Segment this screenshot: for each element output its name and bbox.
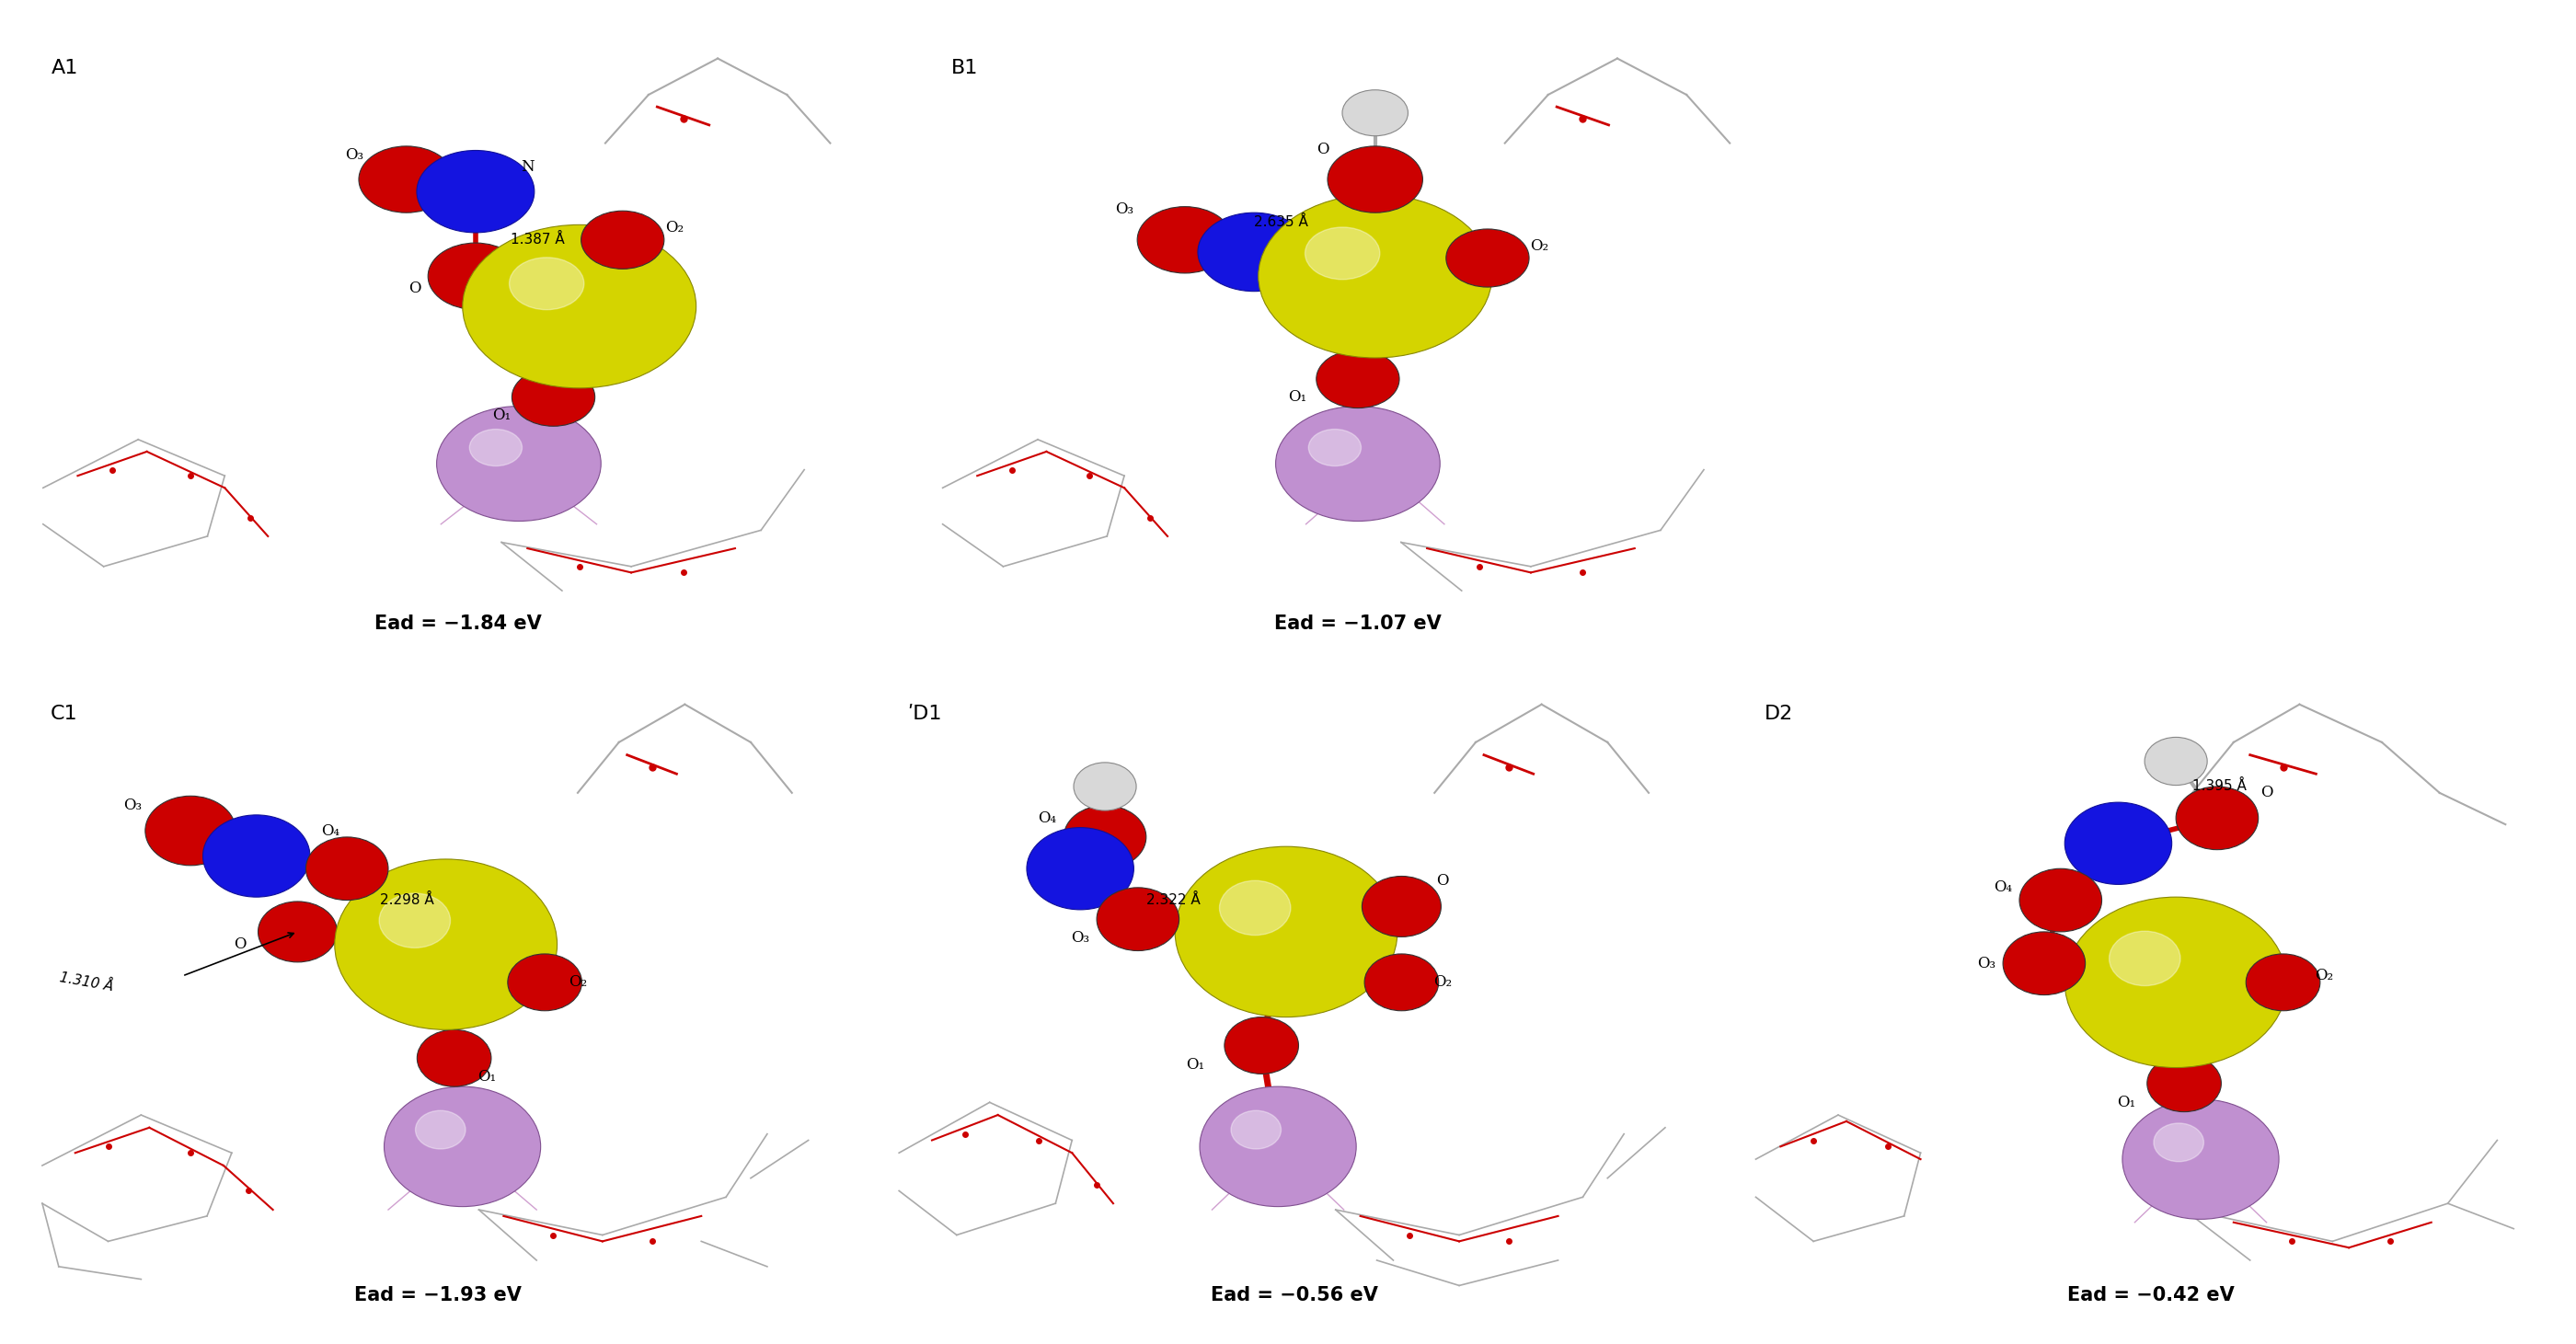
Circle shape bbox=[2123, 1099, 2280, 1219]
Circle shape bbox=[1074, 762, 1136, 810]
Circle shape bbox=[204, 814, 309, 896]
Circle shape bbox=[1327, 146, 1422, 212]
Circle shape bbox=[417, 151, 533, 233]
Circle shape bbox=[358, 146, 453, 212]
Circle shape bbox=[2110, 931, 2179, 985]
Text: O₃: O₃ bbox=[1115, 202, 1133, 218]
Text: N: N bbox=[520, 160, 533, 175]
Circle shape bbox=[1445, 228, 1530, 288]
Text: Ead = −1.93 eV: Ead = −1.93 eV bbox=[353, 1286, 520, 1305]
Text: Ead = −1.84 eV: Ead = −1.84 eV bbox=[374, 614, 541, 633]
Circle shape bbox=[1028, 828, 1133, 910]
Circle shape bbox=[2146, 1055, 2221, 1111]
Text: O₁: O₁ bbox=[2117, 1094, 2136, 1110]
Circle shape bbox=[428, 243, 523, 309]
Circle shape bbox=[417, 1030, 492, 1086]
Circle shape bbox=[1363, 876, 1440, 937]
Text: A1: A1 bbox=[52, 58, 80, 77]
Text: C1: C1 bbox=[52, 704, 77, 723]
Circle shape bbox=[469, 429, 523, 466]
Text: Ead = −0.42 eV: Ead = −0.42 eV bbox=[2069, 1286, 2236, 1305]
Text: 1.387 Å: 1.387 Å bbox=[510, 233, 564, 247]
Circle shape bbox=[2154, 1124, 2205, 1161]
Text: O₃: O₃ bbox=[124, 797, 142, 813]
Text: O₁: O₁ bbox=[477, 1070, 497, 1085]
Circle shape bbox=[510, 258, 585, 309]
Text: O₁: O₁ bbox=[1288, 390, 1306, 405]
Text: 1.310 Å: 1.310 Å bbox=[59, 970, 116, 993]
Circle shape bbox=[307, 837, 389, 900]
Text: O₃: O₃ bbox=[1978, 956, 1996, 972]
Circle shape bbox=[2246, 954, 2321, 1011]
Circle shape bbox=[1064, 805, 1146, 868]
Circle shape bbox=[1275, 406, 1440, 521]
Circle shape bbox=[1198, 212, 1311, 292]
Text: O₂: O₂ bbox=[1432, 974, 1453, 991]
Circle shape bbox=[1257, 195, 1492, 358]
Circle shape bbox=[1231, 1110, 1280, 1149]
Circle shape bbox=[1224, 1017, 1298, 1074]
Text: O₄: O₄ bbox=[322, 823, 340, 839]
Circle shape bbox=[2146, 738, 2208, 785]
Text: O: O bbox=[1316, 141, 1329, 157]
Circle shape bbox=[1365, 954, 1437, 1011]
Text: ʹD1: ʹD1 bbox=[907, 704, 943, 723]
Text: O₁: O₁ bbox=[1188, 1056, 1206, 1073]
Text: O₄: O₄ bbox=[1994, 880, 2012, 895]
Circle shape bbox=[2066, 896, 2287, 1067]
Text: B1: B1 bbox=[951, 58, 979, 77]
Circle shape bbox=[582, 211, 665, 269]
Circle shape bbox=[2177, 786, 2259, 849]
Text: O₂: O₂ bbox=[665, 220, 683, 235]
Circle shape bbox=[1306, 227, 1381, 280]
Circle shape bbox=[513, 368, 595, 426]
Text: O: O bbox=[2259, 785, 2272, 801]
Circle shape bbox=[2066, 802, 2172, 884]
Circle shape bbox=[1136, 207, 1231, 273]
Text: 2.635 Å: 2.635 Å bbox=[1255, 215, 1309, 228]
Circle shape bbox=[435, 406, 600, 521]
Text: O: O bbox=[410, 281, 422, 296]
Circle shape bbox=[507, 954, 582, 1011]
Circle shape bbox=[384, 1086, 541, 1207]
Circle shape bbox=[379, 894, 451, 948]
Text: O₂: O₂ bbox=[569, 974, 587, 991]
Circle shape bbox=[464, 224, 696, 388]
Circle shape bbox=[1316, 349, 1399, 409]
Circle shape bbox=[1175, 847, 1396, 1017]
Text: D2: D2 bbox=[1765, 704, 1793, 723]
Text: O₄: O₄ bbox=[1038, 810, 1056, 827]
Circle shape bbox=[1309, 429, 1360, 466]
Circle shape bbox=[144, 796, 237, 866]
Circle shape bbox=[415, 1110, 466, 1149]
Circle shape bbox=[2004, 931, 2087, 995]
Text: Ead = −0.56 eV: Ead = −0.56 eV bbox=[1211, 1286, 1378, 1305]
Text: Ead = −1.07 eV: Ead = −1.07 eV bbox=[1275, 614, 1443, 633]
Text: 2.298 Å: 2.298 Å bbox=[381, 894, 433, 907]
Circle shape bbox=[258, 902, 337, 962]
Text: O₂: O₂ bbox=[1530, 238, 1548, 254]
Text: O₁: O₁ bbox=[492, 407, 510, 423]
Text: O: O bbox=[1437, 874, 1448, 890]
Circle shape bbox=[1097, 887, 1180, 950]
Text: 2.322 Å: 2.322 Å bbox=[1146, 894, 1200, 907]
Text: O₃: O₃ bbox=[345, 148, 363, 163]
Text: O: O bbox=[234, 937, 247, 953]
Text: O₂: O₂ bbox=[2316, 968, 2334, 984]
Circle shape bbox=[335, 859, 556, 1030]
Circle shape bbox=[2020, 868, 2102, 931]
Text: O₃: O₃ bbox=[1072, 930, 1090, 946]
Text: 1.395 Å: 1.395 Å bbox=[2192, 780, 2246, 793]
Circle shape bbox=[1200, 1086, 1355, 1207]
Circle shape bbox=[1218, 880, 1291, 935]
Circle shape bbox=[1342, 90, 1409, 136]
